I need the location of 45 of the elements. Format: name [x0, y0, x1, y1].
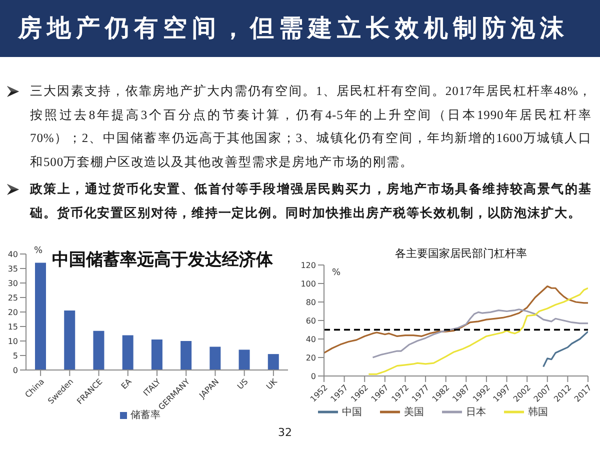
- bar: [122, 335, 134, 370]
- x-tick-label: UK: [264, 376, 280, 392]
- y-tick-label: 20: [8, 308, 18, 317]
- y-tick-label: 0: [12, 366, 18, 375]
- x-tick-label: EA: [120, 376, 134, 391]
- y-tick-label: 0: [310, 372, 316, 381]
- y-tick-label: 20: [306, 353, 316, 362]
- y-axis-title: %: [34, 246, 43, 256]
- y-tick-label: 40: [306, 334, 316, 344]
- bar: [151, 340, 162, 370]
- legend-label: 中国: [342, 406, 362, 418]
- y-tick-label: 40: [8, 250, 18, 259]
- bar: [180, 341, 192, 370]
- y-tick-label: 120: [300, 260, 316, 270]
- y-tick-label: 5: [12, 351, 18, 360]
- bar: [93, 330, 104, 370]
- bar: [210, 346, 221, 370]
- legend-label: 韩国: [528, 406, 548, 418]
- legend-label: 日本: [466, 406, 486, 418]
- y-axis-title: %: [332, 268, 341, 278]
- chart-title: 中国储蓄率远高于发达经济体: [52, 249, 273, 271]
- y-tick-label: 35: [8, 264, 18, 274]
- bar: [268, 354, 279, 370]
- bar: [64, 310, 76, 370]
- x-tick-label: US: [236, 377, 250, 392]
- y-tick-label: 80: [306, 298, 316, 307]
- y-tick-label: 15: [8, 322, 18, 332]
- text: 32: [278, 426, 292, 439]
- y-tick-label: 60: [306, 316, 316, 326]
- y-tick-label: 30: [8, 278, 18, 288]
- text: 政策上，通过货币化安置、低首付等手段增强居民购买力，房地产市场具备维持较高景气的基础。货币化安置区别对待，维持一定比例。同时加快推出房产税等长效机制，以防泡沫扩大。: [30, 181, 592, 222]
- y-tick-label: 100: [300, 279, 316, 288]
- line-series: [324, 285, 588, 354]
- line-series: [368, 287, 588, 375]
- legend-label: 储蓄率: [130, 410, 160, 421]
- y-tick-label: 10: [8, 336, 18, 346]
- bar: [35, 262, 46, 370]
- text: 房地产仍有空间，但需建立长效机制防泡沫: [18, 13, 569, 44]
- line-series: [372, 308, 588, 358]
- chart-title: 各主要国家居民部门杠杆率: [394, 246, 528, 261]
- legend-label: 美国: [404, 406, 424, 418]
- line-series: [542, 330, 588, 368]
- bar: [238, 350, 250, 370]
- y-tick-label: 25: [8, 293, 18, 302]
- text: 三大因素支持，依靠房地产扩大内需仍有空间。1、居民杠杆有空间。2017年居民杠杆率48%，按照过去8年提高3个百分点的节奏计算，仍有4-5年的上升空间（日本1990年居民杠杆率70%）；2、中国储蓄率仍远高于其他国家；3、城镇化仍有空间，年均新增的1600万城镇人口和500万套棚户区改造以及其他改善型需求是房地产市场的刚需。: [30, 83, 592, 170]
